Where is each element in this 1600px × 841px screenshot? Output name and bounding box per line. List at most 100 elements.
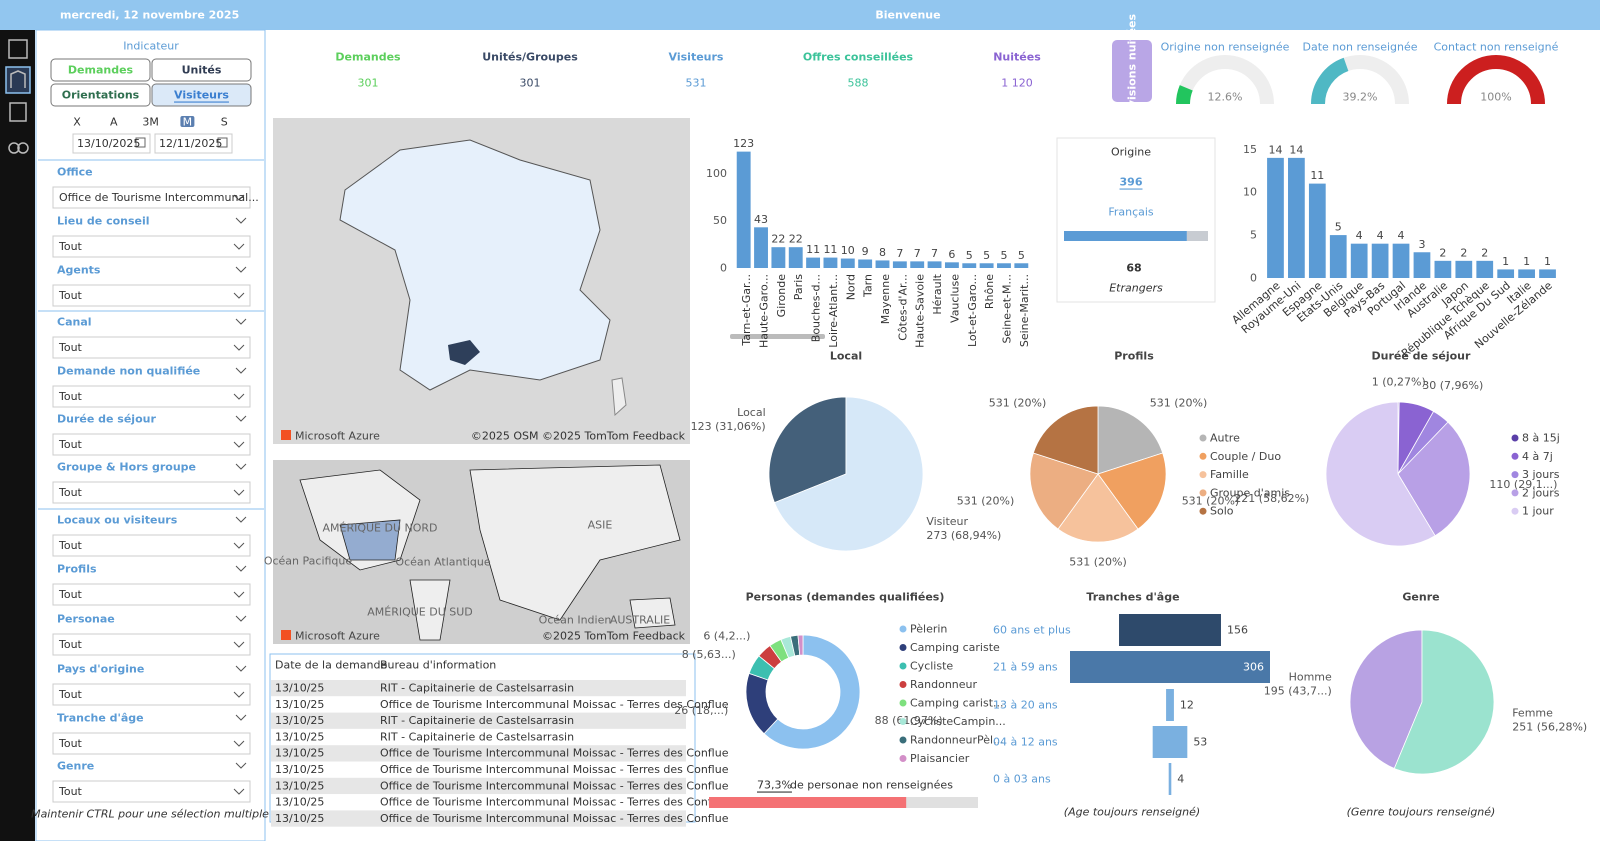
dropdown-value[interactable]: Tout: [58, 588, 83, 601]
dropdown[interactable]: [52, 633, 251, 656]
x-tick-label: Seine-et-M...: [1000, 274, 1013, 344]
map-label: Océan Pacifique: [264, 555, 353, 568]
forecast-label[interactable]: Prévisions nuitées: [1126, 13, 1139, 128]
date-input[interactable]: [154, 133, 233, 154]
chevron: [235, 318, 247, 325]
data-label: 2: [1460, 246, 1467, 259]
chart-title: Local: [830, 350, 862, 363]
data-label: 7: [914, 247, 921, 260]
dropdown-value[interactable]: Tout: [58, 390, 83, 403]
map-attribution: Microsoft Azure: [295, 430, 380, 443]
forecast-button[interactable]: [1112, 40, 1152, 102]
button-label[interactable]: Unités: [182, 64, 222, 77]
data-label: 88 (61,97%): [875, 714, 943, 727]
button-label[interactable]: Demandes: [68, 64, 134, 77]
table-cell: 13/10/25: [275, 682, 324, 695]
data-label: 2: [1439, 246, 1446, 259]
legend-label: Groupe d'amis: [1210, 486, 1290, 499]
region-highlight: [448, 340, 480, 365]
dropdown[interactable]: [52, 336, 251, 359]
period-button[interactable]: 3M: [142, 116, 159, 129]
indicator-button[interactable]: [50, 83, 151, 107]
data-label: 6 (4,2...): [703, 629, 750, 642]
filter-label: Demande non qualifiée: [57, 365, 200, 378]
dropdown-value[interactable]: Tout: [58, 737, 83, 750]
data-label: 8 (5,63...): [682, 648, 736, 661]
bar: [736, 151, 751, 268]
chevron: [235, 415, 247, 422]
legend-swatch: [1511, 452, 1519, 460]
dropdown[interactable]: [52, 284, 251, 307]
filter-label: Profils: [57, 563, 97, 576]
dropdown-value[interactable]: Tout: [58, 688, 83, 701]
button-label[interactable]: Visiteurs: [174, 89, 229, 102]
data-label: 43: [754, 213, 768, 226]
bar: [823, 257, 838, 268]
legend-swatch: [899, 644, 907, 651]
dropdown[interactable]: [52, 732, 251, 755]
date-input[interactable]: [72, 133, 151, 154]
data-label: 1: [1502, 255, 1509, 268]
category-label: Local: [737, 406, 766, 419]
y-tick-label: 10: [1243, 186, 1257, 199]
dropdown[interactable]: [52, 235, 251, 258]
dropdown-value[interactable]: Tout: [58, 438, 83, 451]
filter-label: Locaux ou visiteurs: [57, 514, 178, 527]
legend-label: Pèlerin: [910, 623, 947, 636]
bar: [944, 262, 959, 268]
dropdown-value[interactable]: Tout: [58, 341, 83, 354]
y-tick-label: 15: [1243, 143, 1257, 156]
x-tick-label: Mayenne: [879, 274, 892, 324]
bar: [927, 261, 942, 268]
dropdown[interactable]: [52, 186, 251, 209]
period-button[interactable]: S: [221, 116, 228, 129]
dropdown-value[interactable]: Tout: [58, 638, 83, 651]
bar: [1539, 269, 1556, 278]
period-button[interactable]: X: [73, 116, 81, 129]
period-button[interactable]: M: [183, 116, 193, 129]
slice: [763, 634, 861, 750]
table-row: [271, 680, 686, 697]
legend-label: Cycliste: [910, 660, 953, 673]
data-label: 10: [841, 244, 855, 257]
map-label: Océan Atlantique: [395, 556, 490, 569]
dropdown[interactable]: [52, 433, 251, 456]
dropdown[interactable]: [52, 385, 251, 408]
section-title: Indicateur: [123, 40, 179, 53]
chevron: [235, 516, 247, 523]
kpi-value: 301: [520, 77, 541, 90]
data-label: 4: [1398, 229, 1405, 242]
table-cell: Office de Tourisme Intercommunal Moissac…: [380, 747, 729, 760]
dropdown-value[interactable]: Tout: [58, 785, 83, 798]
dropdown[interactable]: [52, 683, 251, 706]
y-tick-label: 0: [720, 262, 727, 275]
indicator-button[interactable]: [151, 83, 252, 107]
button-label[interactable]: Orientations: [62, 89, 140, 102]
dropdown[interactable]: [52, 481, 251, 504]
bar: [1014, 263, 1029, 268]
legend-label: 2 jours: [1522, 486, 1560, 499]
indicator-button[interactable]: [50, 58, 151, 82]
data-label: 7: [896, 247, 903, 260]
period-button[interactable]: A: [110, 116, 118, 129]
slice: [1393, 629, 1495, 775]
bar: [1518, 269, 1535, 278]
calendar-icon: [135, 137, 146, 148]
dropdown-value[interactable]: Office de Tourisme Intercommunal...: [59, 191, 259, 204]
table-row: [271, 794, 686, 811]
data-label: 4: [1356, 229, 1363, 242]
table-cell: 13/10/25: [275, 714, 324, 727]
dropdown-value[interactable]: Tout: [58, 539, 83, 552]
x-tick-label: Tarn: [862, 274, 875, 298]
data-label: 123: [733, 137, 754, 150]
dropdown-value[interactable]: Tout: [58, 486, 83, 499]
dropdown-value[interactable]: Tout: [58, 240, 83, 253]
data-label: 22: [789, 233, 803, 246]
dropdown[interactable]: [52, 780, 251, 803]
dropdown-value[interactable]: Tout: [58, 289, 83, 302]
dropdown[interactable]: [52, 534, 251, 557]
filter-label: Pays d'origine: [57, 663, 144, 676]
legend-swatch: [1199, 434, 1207, 442]
dropdown[interactable]: [52, 583, 251, 606]
indicator-button[interactable]: [151, 58, 252, 82]
